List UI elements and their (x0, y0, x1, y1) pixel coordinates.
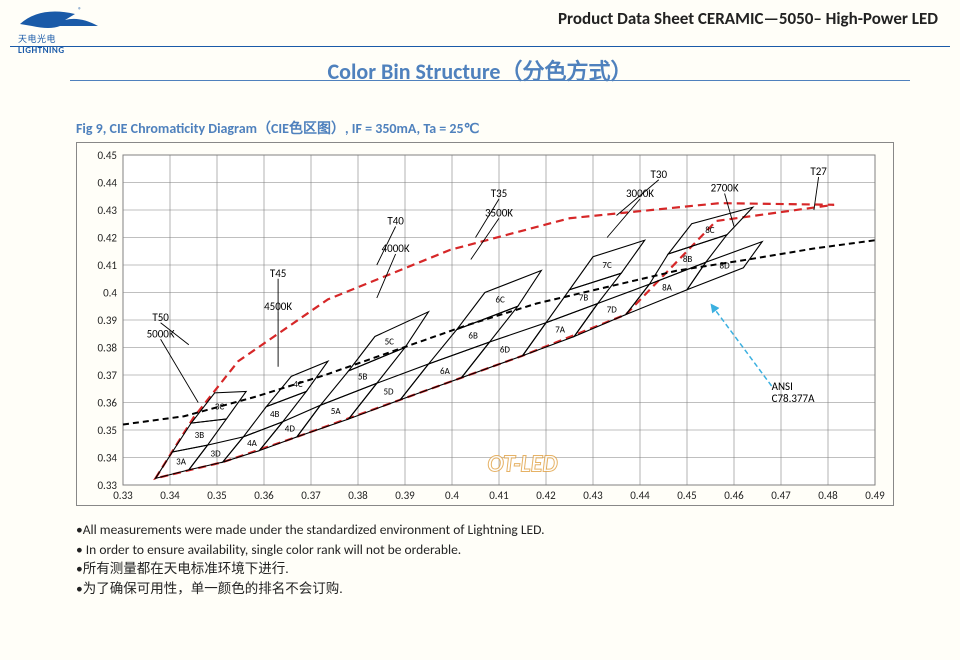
svg-text:5C: 5C (385, 337, 395, 348)
svg-text:0.38: 0.38 (348, 489, 368, 502)
note-line: •所有测量都在天电标准环境下进行. (76, 559, 545, 579)
svg-text:8B: 8B (683, 254, 693, 265)
svg-text:0.41: 0.41 (97, 259, 117, 272)
svg-text:5A: 5A (331, 406, 342, 417)
svg-text:8C: 8C (705, 225, 715, 236)
svg-text:0.42: 0.42 (536, 489, 556, 502)
svg-text:6B: 6B (468, 330, 478, 341)
svg-text:7A: 7A (555, 325, 566, 336)
svg-text:0.41: 0.41 (489, 489, 509, 502)
svg-text:®: ® (78, 5, 82, 14)
svg-text:0.35: 0.35 (97, 424, 117, 437)
svg-text:0.47: 0.47 (771, 489, 791, 502)
svg-text:0.37: 0.37 (301, 489, 321, 502)
svg-text:0.37: 0.37 (97, 369, 117, 382)
svg-text:2700K: 2700K (711, 182, 739, 195)
svg-text:С78.377A: С78.377A (772, 392, 816, 405)
rule-top (10, 46, 950, 47)
svg-text:0.36: 0.36 (97, 397, 117, 410)
svg-text:0.48: 0.48 (818, 489, 838, 502)
svg-text:7D: 7D (607, 305, 618, 316)
svg-text:0.44: 0.44 (630, 489, 650, 502)
svg-text:4000K: 4000K (382, 242, 410, 255)
svg-text:OT-LED: OT-LED (487, 449, 557, 478)
svg-text:T40: T40 (387, 215, 404, 228)
svg-text:0.39: 0.39 (97, 314, 117, 327)
svg-text:0.39: 0.39 (395, 489, 415, 502)
note-line: •为了确保可用性，单一颜色的排名不会订购. (76, 579, 545, 599)
svg-text:0.42: 0.42 (97, 232, 117, 245)
svg-text:0.43: 0.43 (583, 489, 603, 502)
svg-text:T45: T45 (270, 267, 287, 280)
svg-text:4D: 4D (285, 424, 296, 435)
svg-text:4C: 4C (293, 379, 303, 390)
svg-text:3500K: 3500K (485, 206, 513, 219)
svg-text:T50: T50 (152, 311, 169, 324)
svg-text:0.45: 0.45 (97, 149, 117, 162)
svg-text:0.46: 0.46 (724, 489, 744, 502)
svg-text:8A: 8A (662, 283, 673, 294)
figure-caption: Fig 9, CIE Chromaticity Diagram（CIE色区图）,… (76, 118, 479, 138)
svg-text:0.43: 0.43 (97, 204, 117, 217)
svg-text:7B: 7B (579, 292, 589, 303)
svg-text:0.36: 0.36 (254, 489, 274, 502)
svg-text:0.45: 0.45 (677, 489, 697, 502)
rule-title (70, 80, 910, 81)
svg-text:4500K: 4500K (264, 300, 292, 313)
svg-text:0.33: 0.33 (97, 479, 117, 492)
section-title: Color Bin Structure（分色方式） (0, 54, 960, 86)
svg-text:3D: 3D (211, 449, 222, 460)
svg-text:6A: 6A (440, 366, 451, 377)
svg-text:3000K: 3000K (626, 187, 654, 200)
svg-text:0.4: 0.4 (445, 489, 459, 502)
svg-text:0.4: 0.4 (103, 287, 117, 300)
svg-text:T27: T27 (810, 165, 827, 178)
cie-chart: 0.33 0.34 0.35 0.36 0.37 0.38 0.39 0.4 0.41 0.42 0… (76, 142, 894, 506)
svg-text:5000K: 5000K (147, 327, 175, 340)
svg-text:4A: 4A (247, 438, 258, 449)
footnotes: •All measurements were made under the st… (76, 520, 545, 598)
svg-text:0.35: 0.35 (207, 489, 227, 502)
svg-text:5D: 5D (383, 387, 394, 398)
svg-text:T30: T30 (651, 168, 668, 181)
svg-text:3B: 3B (195, 430, 205, 441)
svg-text:7C: 7C (602, 260, 612, 271)
svg-text:4B: 4B (270, 409, 280, 420)
svg-text:0.38: 0.38 (97, 342, 117, 355)
svg-text:8D: 8D (720, 260, 731, 271)
svg-text:6C: 6C (495, 295, 505, 306)
svg-text:0.44: 0.44 (97, 177, 117, 190)
doc-title: Product Data Sheet CERAMIC—5050– High-Po… (558, 8, 938, 29)
note-line: •All measurements were made under the st… (76, 520, 545, 540)
svg-text:0.34: 0.34 (160, 489, 180, 502)
note-line: • In order to ensure availability, singl… (76, 540, 545, 560)
brand-sub: 天电光电LIGHTNING (18, 32, 65, 56)
svg-text:0.49: 0.49 (865, 489, 885, 502)
svg-text:6D: 6D (500, 345, 511, 356)
svg-text:T35: T35 (491, 187, 508, 200)
svg-text:3A: 3A (176, 456, 187, 467)
svg-text:0.34: 0.34 (97, 452, 117, 465)
svg-text:5B: 5B (358, 372, 368, 383)
